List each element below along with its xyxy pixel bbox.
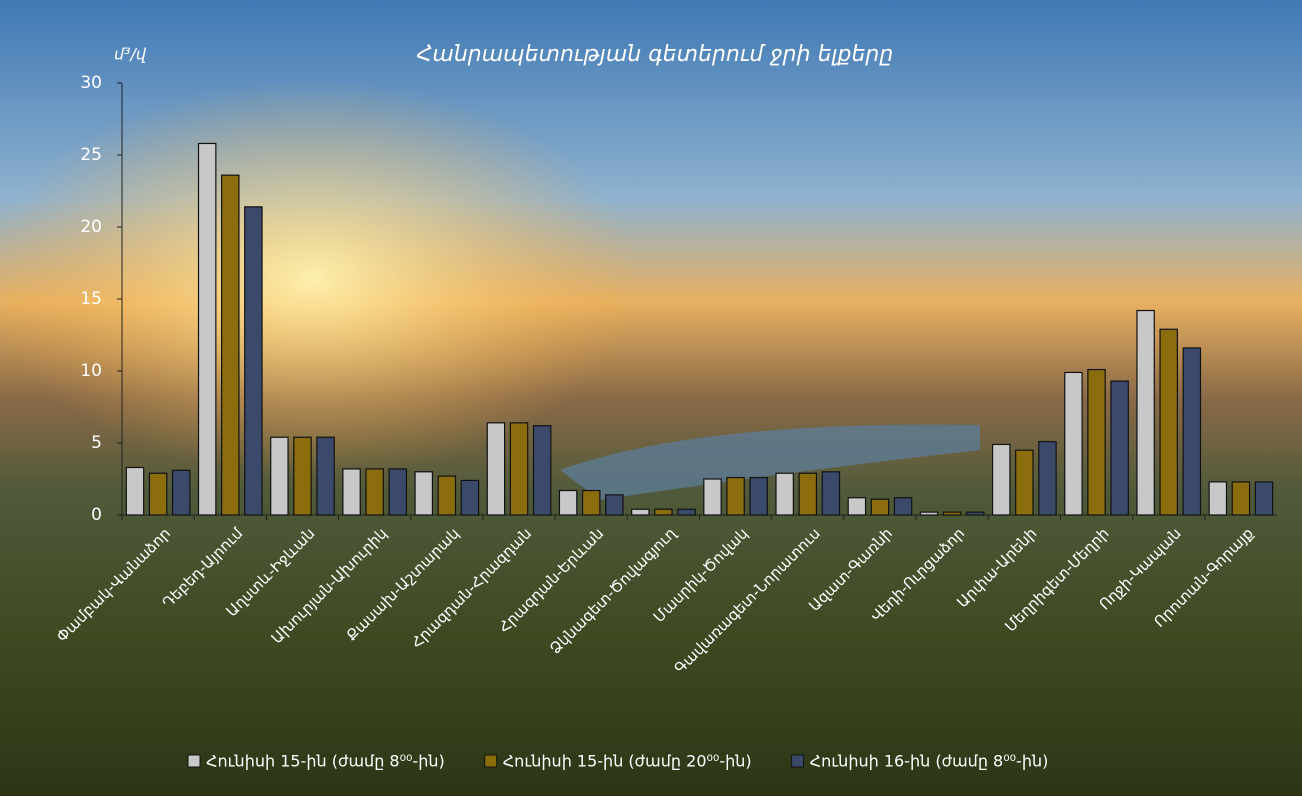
bar — [965, 511, 985, 516]
bar — [1064, 371, 1083, 516]
legend-swatch — [484, 754, 498, 768]
bar — [1038, 440, 1057, 516]
bar — [821, 471, 841, 516]
bar — [532, 425, 552, 516]
bar — [991, 443, 1011, 516]
lake — [560, 424, 980, 500]
y-tick-label: 5 — [91, 433, 102, 453]
legend-swatch — [187, 754, 201, 768]
bar — [1136, 309, 1155, 516]
bar — [1159, 328, 1178, 516]
y-tick-label: 25 — [80, 145, 102, 165]
bar — [270, 436, 289, 516]
bar — [581, 489, 601, 516]
bar — [703, 478, 722, 516]
bar — [171, 469, 191, 516]
bar — [486, 422, 506, 516]
bar — [365, 468, 384, 516]
bar — [798, 472, 818, 516]
bar — [654, 508, 673, 516]
bar — [605, 494, 624, 516]
y-tick-label: 30 — [80, 73, 102, 93]
bar — [197, 142, 217, 516]
bar — [388, 468, 408, 516]
y-tick-label: 15 — [80, 289, 102, 309]
bar — [221, 174, 240, 516]
bar — [414, 471, 434, 516]
bar — [1182, 347, 1202, 516]
bar — [1231, 481, 1251, 516]
bar — [1087, 368, 1106, 516]
bar — [460, 479, 480, 516]
bar — [437, 475, 457, 516]
bar — [775, 472, 794, 516]
bar — [244, 206, 263, 516]
legend-label: Հունիսի 16-ին (ժամը 8⁰⁰-ին) — [810, 752, 1049, 771]
bar — [942, 511, 962, 516]
bar — [893, 497, 913, 516]
bar — [342, 468, 361, 516]
bar — [148, 472, 168, 516]
bar — [749, 476, 768, 516]
bar — [919, 511, 939, 516]
legend-label: Հունիսի 15-ին (ժամը 20⁰⁰-ին) — [503, 752, 752, 771]
bar — [1254, 481, 1274, 516]
legend-swatch — [791, 754, 805, 768]
y-tick-label: 0 — [91, 505, 102, 525]
legend-label: Հունիսի 15-ին (ժամը 8⁰⁰-ին) — [206, 752, 445, 771]
bar — [293, 436, 312, 516]
bar — [1015, 449, 1034, 516]
y-tick-label: 10 — [80, 361, 102, 381]
bar — [870, 498, 890, 516]
bar — [677, 508, 696, 516]
y-axis-label: մ³/վ — [114, 45, 147, 64]
bar — [1110, 380, 1129, 516]
bar — [847, 497, 867, 516]
bar — [1208, 481, 1228, 516]
bar — [726, 476, 745, 516]
bar — [509, 422, 529, 516]
bar — [125, 466, 145, 516]
y-tick-label: 20 — [80, 217, 102, 237]
bar — [558, 489, 578, 516]
bar — [631, 508, 650, 516]
bar — [316, 436, 335, 516]
chart-title: Հանրապետության գետերում ջրի ելքերը — [417, 42, 894, 67]
